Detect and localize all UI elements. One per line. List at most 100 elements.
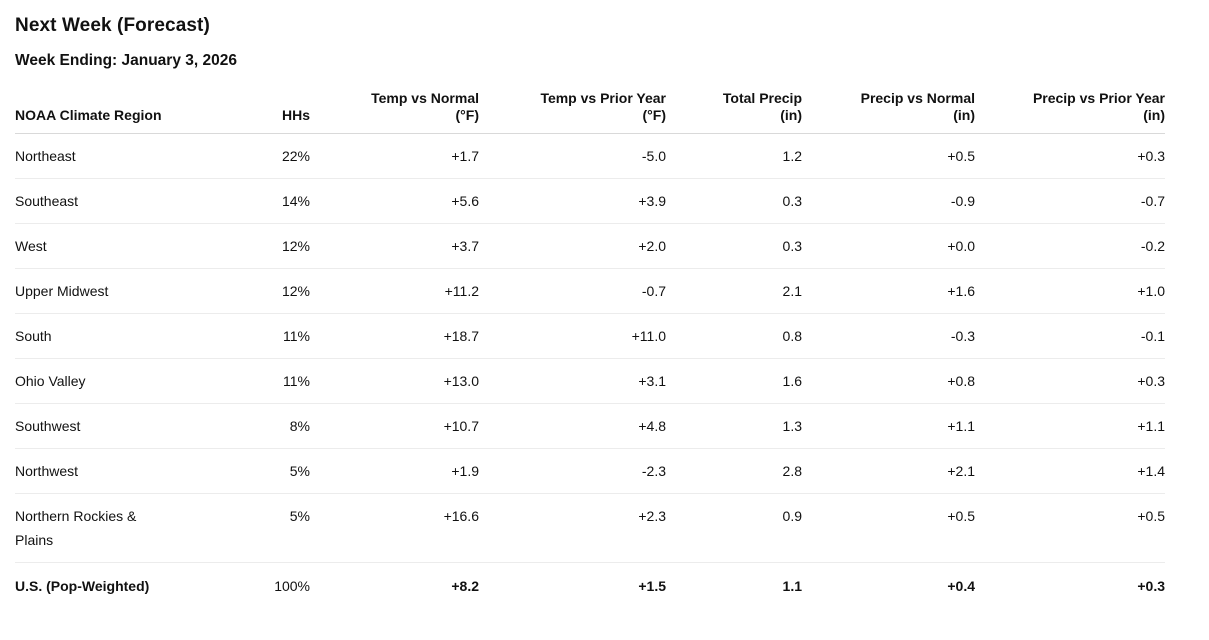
table-row: South 11% +18.7 +11.0 0.8 -0.3 -0.1 bbox=[15, 313, 1165, 359]
cell-hhs: 5% bbox=[289, 462, 310, 479]
column-header-precip-vs-normal: Precip vs Normal (in) bbox=[802, 73, 975, 134]
cell-precip-vs-prior-year: -0.2 bbox=[1140, 237, 1165, 254]
cell-precip-vs-normal: +0.0 bbox=[947, 237, 975, 254]
column-header-unit: (in) bbox=[1143, 106, 1165, 123]
cell-hhs: 14% bbox=[281, 192, 310, 209]
cell-precip-vs-prior-year: +1.4 bbox=[1137, 462, 1165, 479]
cell-precip-vs-prior-year: +0.3 bbox=[1137, 147, 1165, 164]
cell-region: Upper Midwest bbox=[15, 282, 109, 299]
cell-temp-vs-prior-year: +2.3 bbox=[638, 507, 666, 524]
table-footer: U.S. (Pop-Weighted) 100% +8.2 +1.5 1.1 +… bbox=[15, 562, 1165, 610]
cell-hhs: 5% bbox=[289, 507, 310, 524]
cell-precip-vs-normal: +0.8 bbox=[947, 372, 975, 389]
cell-temp-vs-prior-year: -5.0 bbox=[641, 147, 666, 164]
column-header-label: Total Precip bbox=[722, 89, 802, 106]
table-row: Upper Midwest 12% +11.2 -0.7 2.1 +1.6 +1… bbox=[15, 268, 1165, 314]
cell-total-precip: 1.1 bbox=[782, 577, 802, 594]
cell-temp-vs-prior-year: +1.5 bbox=[638, 577, 666, 594]
table-row: Southeast 14% +5.6 +3.9 0.3 -0.9 -0.7 bbox=[15, 178, 1165, 224]
cell-precip-vs-prior-year: -0.7 bbox=[1140, 192, 1165, 209]
cell-hhs: 22% bbox=[281, 147, 310, 164]
column-header-temp-vs-prior-year: Temp vs Prior Year (°F) bbox=[479, 73, 666, 134]
cell-precip-vs-prior-year: +0.5 bbox=[1137, 507, 1165, 524]
cell-temp-vs-normal: +16.6 bbox=[443, 507, 479, 524]
cell-precip-vs-prior-year: +0.3 bbox=[1137, 577, 1165, 594]
column-header-label: Temp vs Prior Year bbox=[540, 89, 666, 106]
cell-region: Southeast bbox=[15, 192, 79, 209]
forecast-page: Next Week (Forecast) Week Ending: Januar… bbox=[15, 15, 1165, 610]
cell-hhs: 11% bbox=[283, 372, 310, 389]
total-row: U.S. (Pop-Weighted) 100% +8.2 +1.5 1.1 +… bbox=[15, 562, 1165, 610]
table-row: Northeast 22% +1.7 -5.0 1.2 +0.5 +0.3 bbox=[15, 133, 1165, 179]
cell-hhs: 12% bbox=[281, 282, 310, 299]
cell-total-precip: 1.3 bbox=[782, 417, 802, 434]
cell-precip-vs-normal: +2.1 bbox=[947, 462, 975, 479]
column-header-label: HHs bbox=[281, 106, 310, 123]
cell-precip-vs-normal: +0.5 bbox=[947, 147, 975, 164]
column-header-unit: (in) bbox=[953, 106, 975, 123]
cell-temp-vs-prior-year: +11.0 bbox=[631, 327, 666, 344]
table-body: Northeast 22% +1.7 -5.0 1.2 +0.5 +0.3 So… bbox=[15, 133, 1165, 562]
cell-temp-vs-prior-year: -0.7 bbox=[641, 282, 666, 299]
cell-hhs: 12% bbox=[281, 237, 310, 254]
column-header-label: NOAA Climate Region bbox=[15, 106, 162, 123]
column-header-precip-vs-prior-year: Precip vs Prior Year (in) bbox=[975, 73, 1165, 134]
cell-temp-vs-prior-year: +3.1 bbox=[638, 372, 666, 389]
cell-precip-vs-normal: -0.3 bbox=[950, 327, 975, 344]
cell-temp-vs-prior-year: -2.3 bbox=[641, 462, 666, 479]
cell-precip-vs-normal: +1.1 bbox=[947, 417, 975, 434]
cell-precip-vs-normal: +0.5 bbox=[947, 507, 975, 524]
column-header-unit: (°F) bbox=[642, 106, 666, 123]
cell-total-precip: 0.9 bbox=[782, 507, 802, 524]
cell-temp-vs-normal: +11.2 bbox=[444, 282, 479, 299]
header-row: NOAA Climate Region HHs Temp vs Normal (… bbox=[15, 73, 1165, 134]
cell-precip-vs-prior-year: -0.1 bbox=[1140, 327, 1165, 344]
table-row: West 12% +3.7 +2.0 0.3 +0.0 -0.2 bbox=[15, 223, 1165, 269]
cell-region: South bbox=[15, 327, 52, 344]
column-header-label: Precip vs Normal bbox=[860, 89, 975, 106]
page-subtitle: Week Ending: January 3, 2026 bbox=[15, 51, 237, 69]
cell-temp-vs-normal: +13.0 bbox=[443, 372, 479, 389]
column-header-unit: (in) bbox=[780, 106, 802, 123]
column-header-unit: (°F) bbox=[455, 106, 479, 123]
cell-temp-vs-normal: +18.7 bbox=[443, 327, 479, 344]
page-title: Next Week (Forecast) bbox=[15, 15, 210, 36]
cell-temp-vs-prior-year: +4.8 bbox=[638, 417, 666, 434]
cell-total-precip: 2.8 bbox=[782, 462, 802, 479]
cell-total-precip: 0.3 bbox=[782, 192, 802, 209]
cell-precip-vs-prior-year: +1.0 bbox=[1137, 282, 1165, 299]
cell-region: Ohio Valley bbox=[15, 372, 86, 389]
cell-region: Southwest bbox=[15, 417, 81, 434]
table-header: NOAA Climate Region HHs Temp vs Normal (… bbox=[15, 73, 1165, 134]
cell-temp-vs-normal: +8.2 bbox=[451, 577, 479, 594]
cell-hhs: 8% bbox=[289, 417, 310, 434]
cell-region: West bbox=[15, 237, 47, 254]
column-header-total-precip: Total Precip (in) bbox=[666, 73, 802, 134]
column-header-label: Precip vs Prior Year bbox=[1032, 89, 1165, 106]
cell-precip-vs-prior-year: +0.3 bbox=[1137, 372, 1165, 389]
cell-region: Northeast bbox=[15, 147, 76, 164]
table-row: Northwest 5% +1.9 -2.3 2.8 +2.1 +1.4 bbox=[15, 448, 1165, 494]
cell-temp-vs-prior-year: +2.0 bbox=[638, 237, 666, 254]
column-header-region: NOAA Climate Region bbox=[15, 73, 175, 134]
cell-region: U.S. (Pop-Weighted) bbox=[15, 577, 150, 594]
cell-temp-vs-normal: +3.7 bbox=[451, 237, 479, 254]
column-header-temp-vs-normal: Temp vs Normal (°F) bbox=[310, 73, 479, 134]
cell-total-precip: 2.1 bbox=[782, 282, 802, 299]
table-row: Northern Rockies & Plains 5% +16.6 +2.3 … bbox=[15, 493, 1165, 562]
cell-precip-vs-normal: +1.6 bbox=[947, 282, 975, 299]
cell-region: Northern Rockies & Plains bbox=[15, 507, 137, 548]
cell-temp-vs-prior-year: +3.9 bbox=[638, 192, 666, 209]
cell-temp-vs-normal: +1.7 bbox=[451, 147, 479, 164]
cell-total-precip: 0.3 bbox=[782, 237, 802, 254]
cell-precip-vs-normal: -0.9 bbox=[950, 192, 975, 209]
cell-region: Northwest bbox=[15, 462, 79, 479]
column-header-label: Temp vs Normal bbox=[371, 89, 479, 106]
cell-hhs: 11% bbox=[283, 327, 310, 344]
cell-total-precip: 0.8 bbox=[782, 327, 802, 344]
table-row: Southwest 8% +10.7 +4.8 1.3 +1.1 +1.1 bbox=[15, 403, 1165, 449]
cell-total-precip: 1.6 bbox=[782, 372, 802, 389]
cell-precip-vs-prior-year: +1.1 bbox=[1137, 417, 1165, 434]
cell-hhs: 100% bbox=[274, 577, 310, 594]
cell-temp-vs-normal: +10.7 bbox=[443, 417, 479, 434]
